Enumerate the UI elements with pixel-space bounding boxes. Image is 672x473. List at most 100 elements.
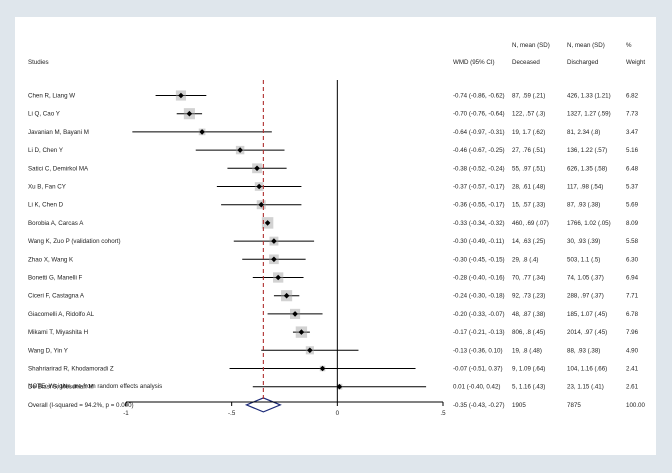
x-tick-label: -.5 (228, 410, 236, 417)
study-row: Wang D, Yin Y -0.13 (-0.36, 0.10) 19, .8 (… (28, 346, 639, 355)
point-estimate (237, 147, 243, 153)
header-discharged-top: N, mean (SD) (567, 42, 605, 49)
effect-value: -0.17 (-0.21, -0.13) (453, 329, 505, 336)
study-row: Javanian M, Bayani M -0.64 (-0.97, -0.31)… (28, 128, 639, 136)
study-label: Chen R, Liang W (28, 93, 75, 100)
study-row: Giacomelli A, Ridolfo AL -0.20 (-0.33, -0… (28, 308, 639, 319)
header-weight-top: % (626, 42, 632, 49)
weight-value: 2.61 (626, 384, 639, 391)
deceased-value: 19, 1.7 (.62) (512, 129, 545, 136)
effect-value: -0.30 (-0.45, -0.15) (453, 256, 505, 263)
overall-deceased: 1905 (512, 402, 526, 409)
study-label: Giacomelli A, Ridolfo AL (28, 311, 95, 318)
deceased-value: 19, .8 (.48) (512, 347, 542, 354)
weight-value: 8.09 (626, 220, 639, 227)
study-label: Ciceri F, Castagna A (28, 293, 85, 300)
x-tick-label: -1 (123, 410, 129, 417)
deceased-value: 5, 1.16 (.43) (512, 384, 545, 391)
point-estimate (275, 274, 281, 281)
study-row: Zhao X, Wang K -0.30 (-0.45, -0.15) 29, .8… (28, 254, 639, 265)
weight-value: 5.69 (626, 202, 639, 209)
study-label: Zhao X, Wang K (28, 256, 74, 263)
weight-value: 6.78 (626, 311, 639, 318)
study-label: Bonetti G, Manelli F (28, 275, 83, 282)
weight-value: 5.16 (626, 147, 639, 154)
discharged-value: 1766, 1.02 (.05) (567, 220, 611, 227)
effect-value: -0.30 (-0.49, -0.11) (453, 238, 504, 245)
point-estimate (258, 201, 265, 208)
study-row: Shahriarirad R, Khodamoradi Z -0.07 (-0.5… (28, 366, 639, 373)
deceased-value: 28, .61 (.48) (512, 184, 545, 191)
study-label: Satici C, Demirkol MA (28, 165, 89, 172)
discharged-value: 426, 1.33 (1.21) (567, 93, 611, 100)
effect-value: -0.36 (-0.55, -0.17) (453, 202, 505, 209)
effect-value: -0.13 (-0.36, 0.10) (453, 347, 503, 354)
x-tick-label: .5 (440, 410, 446, 417)
overall-effect: -0.35 (-0.43, -0.27) (453, 402, 505, 409)
deceased-value: 55, .97 (.51) (512, 165, 545, 172)
point-estimate (264, 220, 271, 226)
effect-value: -0.20 (-0.33, -0.07) (453, 311, 505, 318)
deceased-value: 87, .59 (.21) (512, 93, 545, 100)
weight-value: 5.58 (626, 238, 639, 245)
weight-value: 7.73 (626, 111, 639, 118)
overall-diamond (244, 397, 282, 413)
discharged-value: 288, .97 (.37) (567, 293, 604, 300)
study-label: Xu B, Fan CY (28, 184, 66, 191)
deceased-value: 460, .69 (.07) (512, 220, 549, 227)
weight-value: 4.90 (626, 347, 639, 354)
study-label: Li K, Chen D (28, 202, 64, 209)
point-estimate (186, 110, 193, 117)
deceased-value: 15, .57 (.33) (512, 202, 545, 209)
discharged-value: 2014, .97 (.45) (567, 329, 607, 336)
weight-value: 7.96 (626, 329, 639, 336)
study-label: Shahriarirad R, Khodamoradi Z (28, 366, 114, 373)
study-row: Bonetti G, Manelli F -0.28 (-0.40, -0.16)… (28, 272, 639, 283)
overall-label: Overall (I-squared = 94.2%, p = 0.000) (28, 402, 134, 409)
x-axis-ticks: -1 -.5 0 .5 (123, 402, 446, 417)
deceased-value: 70, .77 (.34) (512, 275, 545, 282)
point-estimate (256, 183, 262, 190)
weight-value: 5.37 (626, 184, 639, 191)
deceased-value: 14, .63 (.25) (512, 238, 545, 245)
study-row: Chen R, Liang W -0.74 (-0.86, -0.62) 87, .… (28, 90, 639, 101)
plot-panel (15, 17, 656, 455)
header-discharged: Discharged (567, 59, 599, 66)
study-label: Javanian M, Bayani M (28, 129, 89, 136)
study-row: Li D, Chen Y -0.46 (-0.67, -0.25) 27, .76 … (28, 145, 639, 155)
study-row: Ciceri F, Castagna A -0.24 (-0.30, -0.18)… (28, 290, 639, 302)
discharged-value: 74, 1.05 (.37) (567, 275, 604, 282)
deceased-value: 122, .57 (.3) (512, 111, 545, 118)
study-row: De Biasi S, Meschiari M 0.01 (-0.40, 0.42… (28, 384, 639, 391)
effect-value: -0.64 (-0.97, -0.31) (453, 129, 505, 136)
effect-value: 0.01 (-0.40, 0.42) (453, 384, 500, 391)
header-deceased: Deceased (512, 59, 540, 66)
effect-value: -0.07 (-0.51, 0.37) (453, 366, 503, 373)
weight-value: 6.30 (626, 256, 639, 263)
point-estimate (178, 92, 184, 99)
discharged-value: 81, 2.34 (.8) (567, 129, 600, 136)
point-estimate (336, 383, 343, 390)
discharged-value: 117, .98 (.54) (567, 184, 603, 191)
study-label: Borobia A, Carcas A (28, 220, 84, 227)
study-row: Satici C, Demirkol MA -0.38 (-0.52, -0.24… (28, 163, 639, 174)
discharged-value: 87, .93 (.38) (567, 202, 600, 209)
effect-value: -0.74 (-0.86, -0.62) (453, 93, 505, 100)
effect-value: -0.70 (-0.76, -0.64) (453, 111, 505, 118)
study-row: Wang K, Zuo P (validation cohort) -0.30 (… (28, 236, 639, 246)
point-estimate (292, 311, 298, 317)
weight-value: 6.94 (626, 275, 639, 282)
overall-weight: 100.00 (626, 402, 645, 409)
point-estimate (307, 347, 313, 354)
weight-value: 6.48 (626, 165, 639, 172)
point-estimate (271, 238, 277, 244)
study-label: De Biasi S, Meschiari M (28, 384, 94, 391)
discharged-value: 30, .93 (.39) (567, 238, 600, 245)
weight-value: 3.47 (626, 129, 639, 136)
effect-value: -0.37 (-0.57, -0.17) (453, 184, 505, 191)
effect-value: -0.46 (-0.67, -0.25) (453, 147, 505, 154)
discharged-value: 104, 1.16 (.66) (567, 366, 607, 373)
deceased-value: 27, .76 (.51) (512, 147, 545, 154)
point-estimate (298, 329, 305, 335)
